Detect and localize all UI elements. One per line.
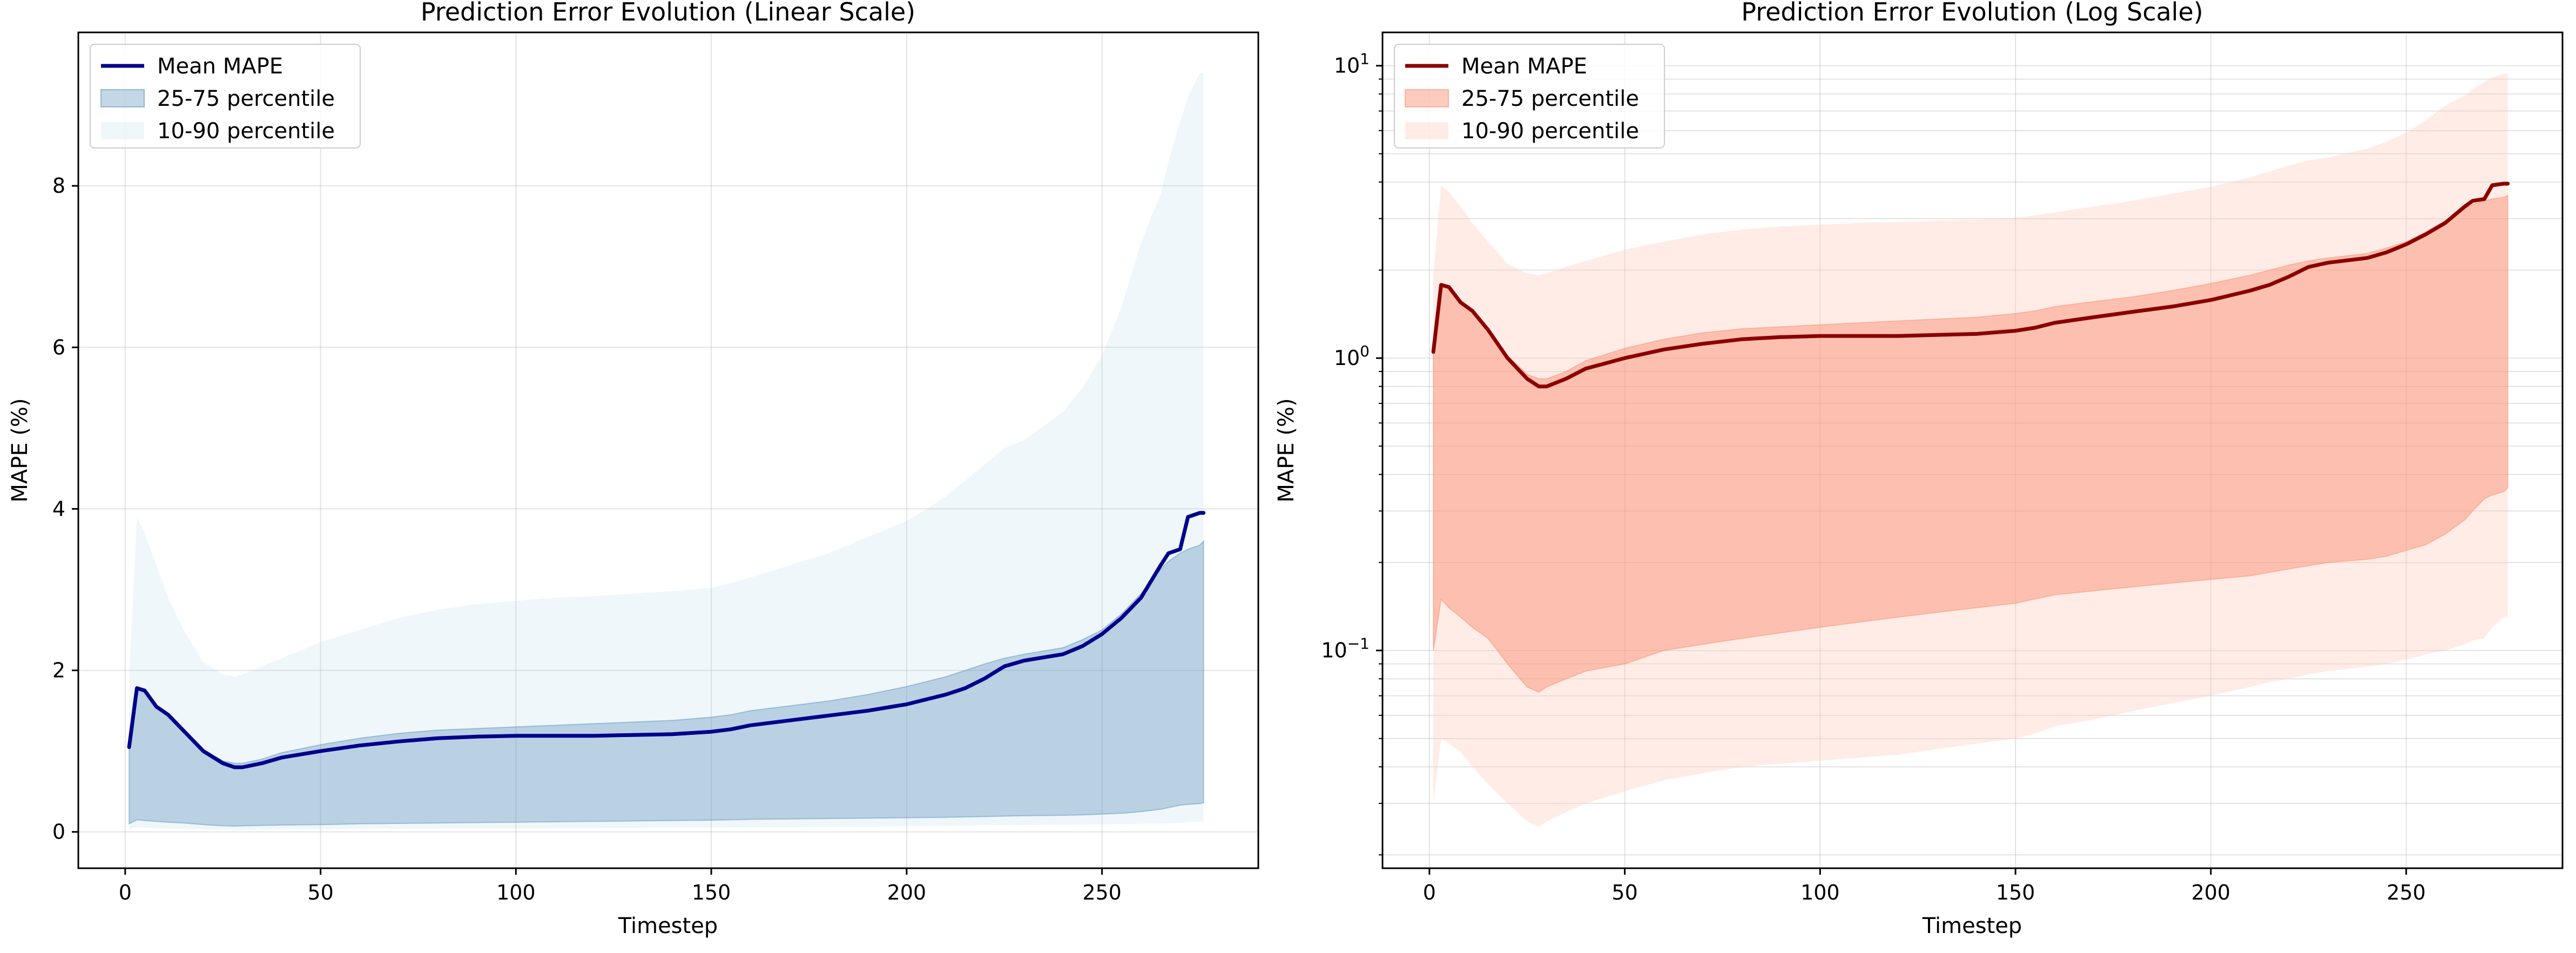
chart-title: Prediction Error Evolution (Linear Scale… [421,0,915,26]
y-tick-label: 100 [1334,342,1370,370]
x-tick-label: 150 [1996,881,2035,904]
legend-label: 25-75 percentile [1461,86,1639,111]
plot-frame [77,31,1259,869]
legend-label: 10-90 percentile [157,119,335,144]
legend-label: 10-90 percentile [1461,119,1639,144]
y-tick-label: 8 [52,174,65,198]
legend-box [1394,44,1665,148]
x-tick-label: 50 [307,881,333,904]
x-tick-label: 100 [1800,881,1840,904]
y-tick-label: 4 [52,497,65,521]
x-axis-ticks: 0 50 100 150 200 250 [119,868,1122,904]
y-tick-label: 10−1 [1321,635,1370,663]
legend-label: Mean MAPE [1461,54,1587,79]
legend-swatch-10-90 [101,122,144,139]
mean-line [1431,181,2510,389]
x-axis-label: Timestep [1922,914,2022,938]
legend: Mean MAPE 25-75 percentile 10-90 percentil… [1394,44,1665,148]
legend-label: 25-75 percentile [157,86,335,111]
y-axis-label: MAPE (%) [8,398,32,502]
percentile-bands [1433,73,2508,827]
x-tick-label: 250 [1082,881,1122,904]
legend-swatch-25-75 [1405,89,1449,107]
chart-title: Prediction Error Evolution (Log Scale) [1741,0,2203,26]
y-tick-label: 0 [52,820,65,844]
y-axis-ticks: 0 2 4 6 8 [52,174,78,844]
mean-mape-line [1431,181,2510,389]
plot-frame [1381,31,2564,869]
x-axis-label: Timestep [618,914,718,938]
y-tick-label: 6 [52,335,65,359]
percentile-bands [129,72,1204,830]
legend-label: Mean MAPE [157,54,283,79]
legend-box [90,44,361,148]
x-tick-label: 200 [2191,881,2231,904]
x-tick-label: 200 [887,881,927,904]
x-tick-label: 50 [1611,881,1637,904]
x-tick-label: 0 [1423,881,1436,904]
band-10-90 [129,72,1204,830]
x-tick-label: 150 [692,881,731,904]
grid [78,32,1258,868]
y-axis-label: MAPE (%) [1274,398,1299,502]
mean-line [127,511,1206,769]
mean-mape-line [127,511,1206,769]
log-scale-chart: 0 50 100 150 200 250 101 100 10−1 Prediction Er… [1274,0,2564,938]
linear-scale-chart: 0 50 100 150 200 250 0 2 4 6 8 Prediction Error E… [8,0,1259,938]
legend-swatch-25-75 [100,89,145,107]
band-10-90 [1433,73,2508,827]
legend: Mean MAPE 25-75 percentile 10-90 percentil… [90,44,361,148]
grid [1383,32,2562,868]
y-tick-label: 101 [1334,50,1370,78]
x-tick-label: 100 [496,881,536,904]
y-axis-ticks: 101 100 10−1 [1321,50,1383,856]
y-tick-label: 2 [52,659,65,682]
band-25-75 [129,539,1204,827]
legend-swatch-10-90 [1405,122,1448,139]
x-axis-ticks: 0 50 100 150 200 250 [1423,868,2426,904]
x-tick-label: 0 [119,881,132,904]
band-25-75 [1433,194,2508,693]
x-tick-label: 250 [2386,881,2426,904]
